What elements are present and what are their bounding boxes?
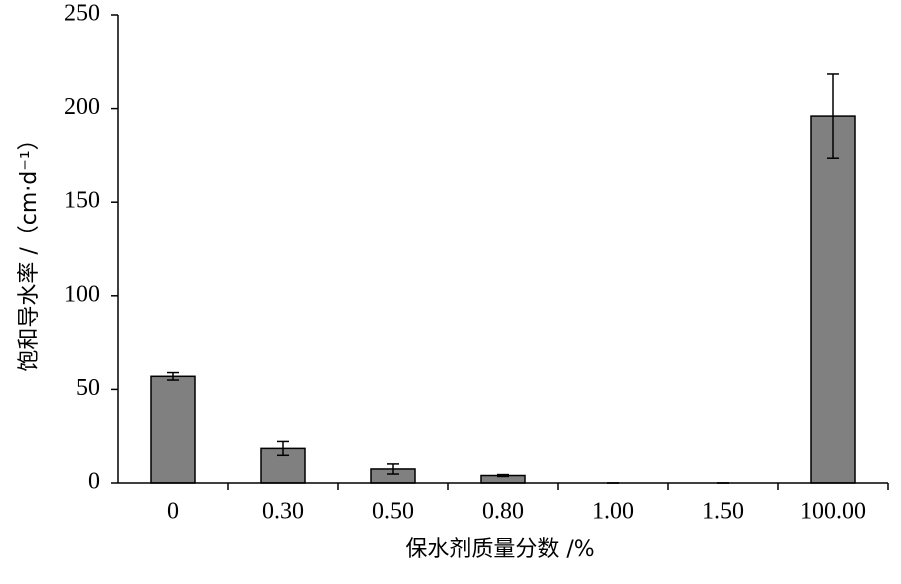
- x-tick-label: 1.50: [702, 499, 744, 525]
- bar: [150, 375, 196, 484]
- y-tick-label: 0: [88, 469, 100, 495]
- x-tick-label: 100.00: [800, 499, 866, 525]
- y-tick-label: 150: [64, 188, 100, 214]
- x-tick-label: 1.00: [592, 499, 634, 525]
- bar: [810, 115, 856, 484]
- y-tick-label: 250: [64, 1, 100, 27]
- y-tick-label: 200: [64, 94, 100, 120]
- x-tick-label: 0.30: [262, 499, 304, 525]
- error-bar: [167, 371, 179, 381]
- error-bar: [827, 73, 839, 159]
- error-bar: [497, 473, 509, 478]
- error-bar: [387, 463, 399, 475]
- x-axis-label: 保水剂质量分数 /%: [405, 537, 594, 562]
- y-tick-label: 50: [76, 375, 100, 401]
- x-tick-label: 0: [167, 499, 179, 525]
- x-tick-label: 0.80: [482, 499, 524, 525]
- x-tick-label: 0.50: [372, 499, 414, 525]
- error-bar: [277, 440, 289, 457]
- y-axis-label: 饱和导水率 /（cm·d⁻¹）: [17, 128, 42, 371]
- y-tick-label: 100: [64, 281, 100, 307]
